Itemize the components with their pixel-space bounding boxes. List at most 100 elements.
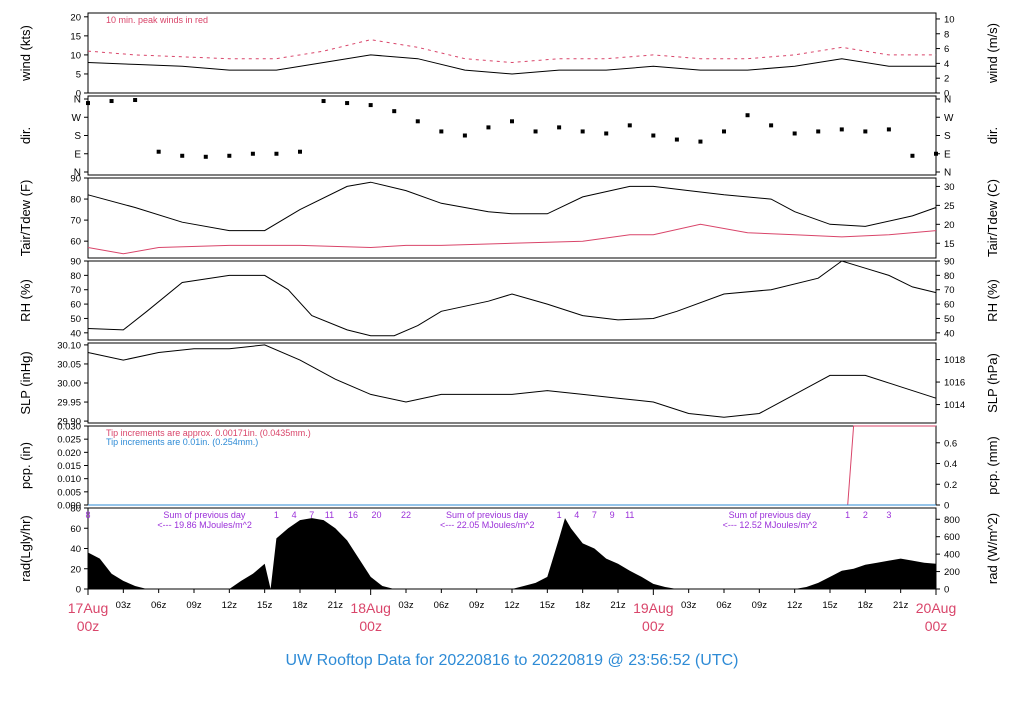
day-sum-value: <--- 19.86 MJoules/m^2 — [157, 520, 252, 530]
day-label-date: 18Aug — [350, 600, 390, 616]
ylabel-wind: wind (kts) — [18, 25, 33, 82]
ylabel-right-dir: dir. — [985, 127, 1000, 144]
ytick-right-label-rh: 60 — [944, 300, 955, 311]
day-label-date: 20Aug — [916, 600, 956, 616]
ytick-right-label-rad: 0 — [944, 585, 949, 596]
ytick-right-label-temp: 25 — [944, 201, 955, 212]
dir-point — [863, 129, 868, 134]
ylabel-temp: Tair/Tdew (F) — [18, 180, 33, 257]
dir-point — [604, 131, 609, 136]
ytick-right-label-rad: 200 — [944, 567, 960, 578]
ylabel-right-pcp: pcp. (mm) — [985, 436, 1000, 495]
ytick-label-wind: 15 — [70, 31, 81, 42]
precip-annotation-small-tip: Tip increments are approx. 0.00171in. (0… — [106, 428, 311, 438]
day-label-date: 19Aug — [633, 600, 673, 616]
ylabel-pcp: pcp. (in) — [18, 442, 33, 489]
slp-line — [87, 344, 937, 418]
ytick-label-temp: 90 — [70, 174, 81, 185]
ytick-label-rh: 60 — [70, 300, 81, 311]
ytick-label-wind: 5 — [76, 69, 81, 80]
dir-point — [86, 101, 90, 106]
ytick-right-label-rh: 40 — [944, 328, 955, 339]
dir-point — [439, 129, 444, 134]
sun-hour-label: 1 — [845, 510, 850, 520]
dir-point — [368, 103, 373, 108]
dir-point — [227, 153, 232, 158]
ytick-label-pcp: 0.005 — [57, 487, 81, 498]
ytick-right-label-rad: 400 — [944, 550, 960, 561]
dir-point — [769, 123, 774, 128]
radiation-area — [88, 518, 936, 589]
dir-point — [745, 113, 750, 118]
ytick-right-label-pcp: 0 — [944, 501, 949, 512]
day-sum-title: Sum of previous day — [729, 510, 812, 520]
sun-hour-label: 9 — [610, 510, 615, 520]
temp-line — [87, 181, 937, 232]
ytick-label-pcp: 0.025 — [57, 435, 81, 446]
dir-point — [651, 133, 656, 138]
xtick-label: 15z — [540, 600, 556, 611]
ytick-right-label-rh: 70 — [944, 285, 955, 296]
day-label-time: 00z — [925, 618, 948, 634]
day-label-time: 00z — [77, 618, 100, 634]
xtick-label: 21z — [610, 600, 626, 611]
day-sum-title: Sum of previous day — [163, 510, 246, 520]
wind-line — [87, 54, 936, 75]
xtick-label: 06z — [434, 600, 450, 611]
panel-frame-wind — [87, 12, 937, 94]
dir-point — [321, 99, 326, 104]
sun-hour-label: 11 — [325, 510, 334, 520]
day-sum-value: <--- 22.05 MJoules/m^2 — [440, 520, 535, 530]
ytick-label-rad: 0 — [76, 585, 81, 596]
dir-point — [557, 125, 562, 130]
ytick-label-rh: 90 — [70, 257, 81, 268]
ytick-label-slp: 30.05 — [57, 359, 81, 370]
xtick-label: 18z — [575, 600, 591, 611]
ylabel-right-rad: rad (W/m^2) — [985, 513, 1000, 584]
xtick-label: 21z — [328, 600, 344, 611]
dir-point — [133, 98, 138, 103]
ytick-right-label-rh: 50 — [944, 314, 955, 325]
sun-hour-label: 2 — [863, 510, 868, 520]
dir-point — [886, 127, 891, 132]
ytick-right-label-dir: E — [944, 149, 951, 160]
ytick-label-rh: 70 — [70, 285, 81, 296]
xtick-label: 09z — [469, 600, 485, 611]
ytick-label-rad: 20 — [70, 564, 81, 575]
sun-hour-label: 4 — [574, 510, 579, 520]
ytick-label-pcp: 0.020 — [57, 448, 81, 459]
xtick-label: 06z — [716, 600, 732, 611]
ytick-label-wind: 10 — [70, 50, 81, 61]
ytick-label-temp: 80 — [70, 195, 81, 206]
dir-point — [533, 129, 538, 134]
sun-hour-label: 7 — [309, 510, 314, 520]
dir-point — [486, 125, 491, 130]
ytick-right-label-rh: 90 — [944, 257, 955, 268]
dir-point — [250, 151, 255, 156]
dir-point — [910, 153, 915, 158]
dir-point — [462, 133, 467, 138]
dir-point — [839, 127, 844, 132]
ylabel-dir: dir. — [18, 127, 33, 144]
precip-annotation-large-tip: Tip increments are 0.01in. (0.254mm.) — [106, 437, 258, 447]
panel-frame-temp — [87, 177, 937, 259]
ytick-label-rh: 80 — [70, 271, 81, 282]
ytick-label-rad: 80 — [70, 504, 81, 515]
ytick-label-rh: 50 — [70, 314, 81, 325]
dir-point — [392, 109, 397, 114]
xtick-label: 03z — [681, 600, 697, 611]
xtick-label: 12z — [222, 600, 238, 611]
ytick-label-pcp: 0.015 — [57, 461, 81, 472]
dir-point — [274, 151, 279, 156]
ytick-label-pcp: 0.010 — [57, 474, 81, 485]
ylabel-rad: rad(Lgly/hr) — [18, 515, 33, 581]
wind-peak-line — [87, 39, 936, 64]
ylabel-right-wind: wind (m/s) — [985, 23, 1000, 84]
panel-frame-slp — [87, 342, 937, 424]
dir-point — [792, 131, 797, 136]
sun-hour-label: 16 — [348, 510, 358, 520]
ytick-right-label-dir: N — [944, 95, 951, 106]
xtick-label: 15z — [257, 600, 273, 611]
ytick-label-rad: 40 — [70, 544, 81, 555]
